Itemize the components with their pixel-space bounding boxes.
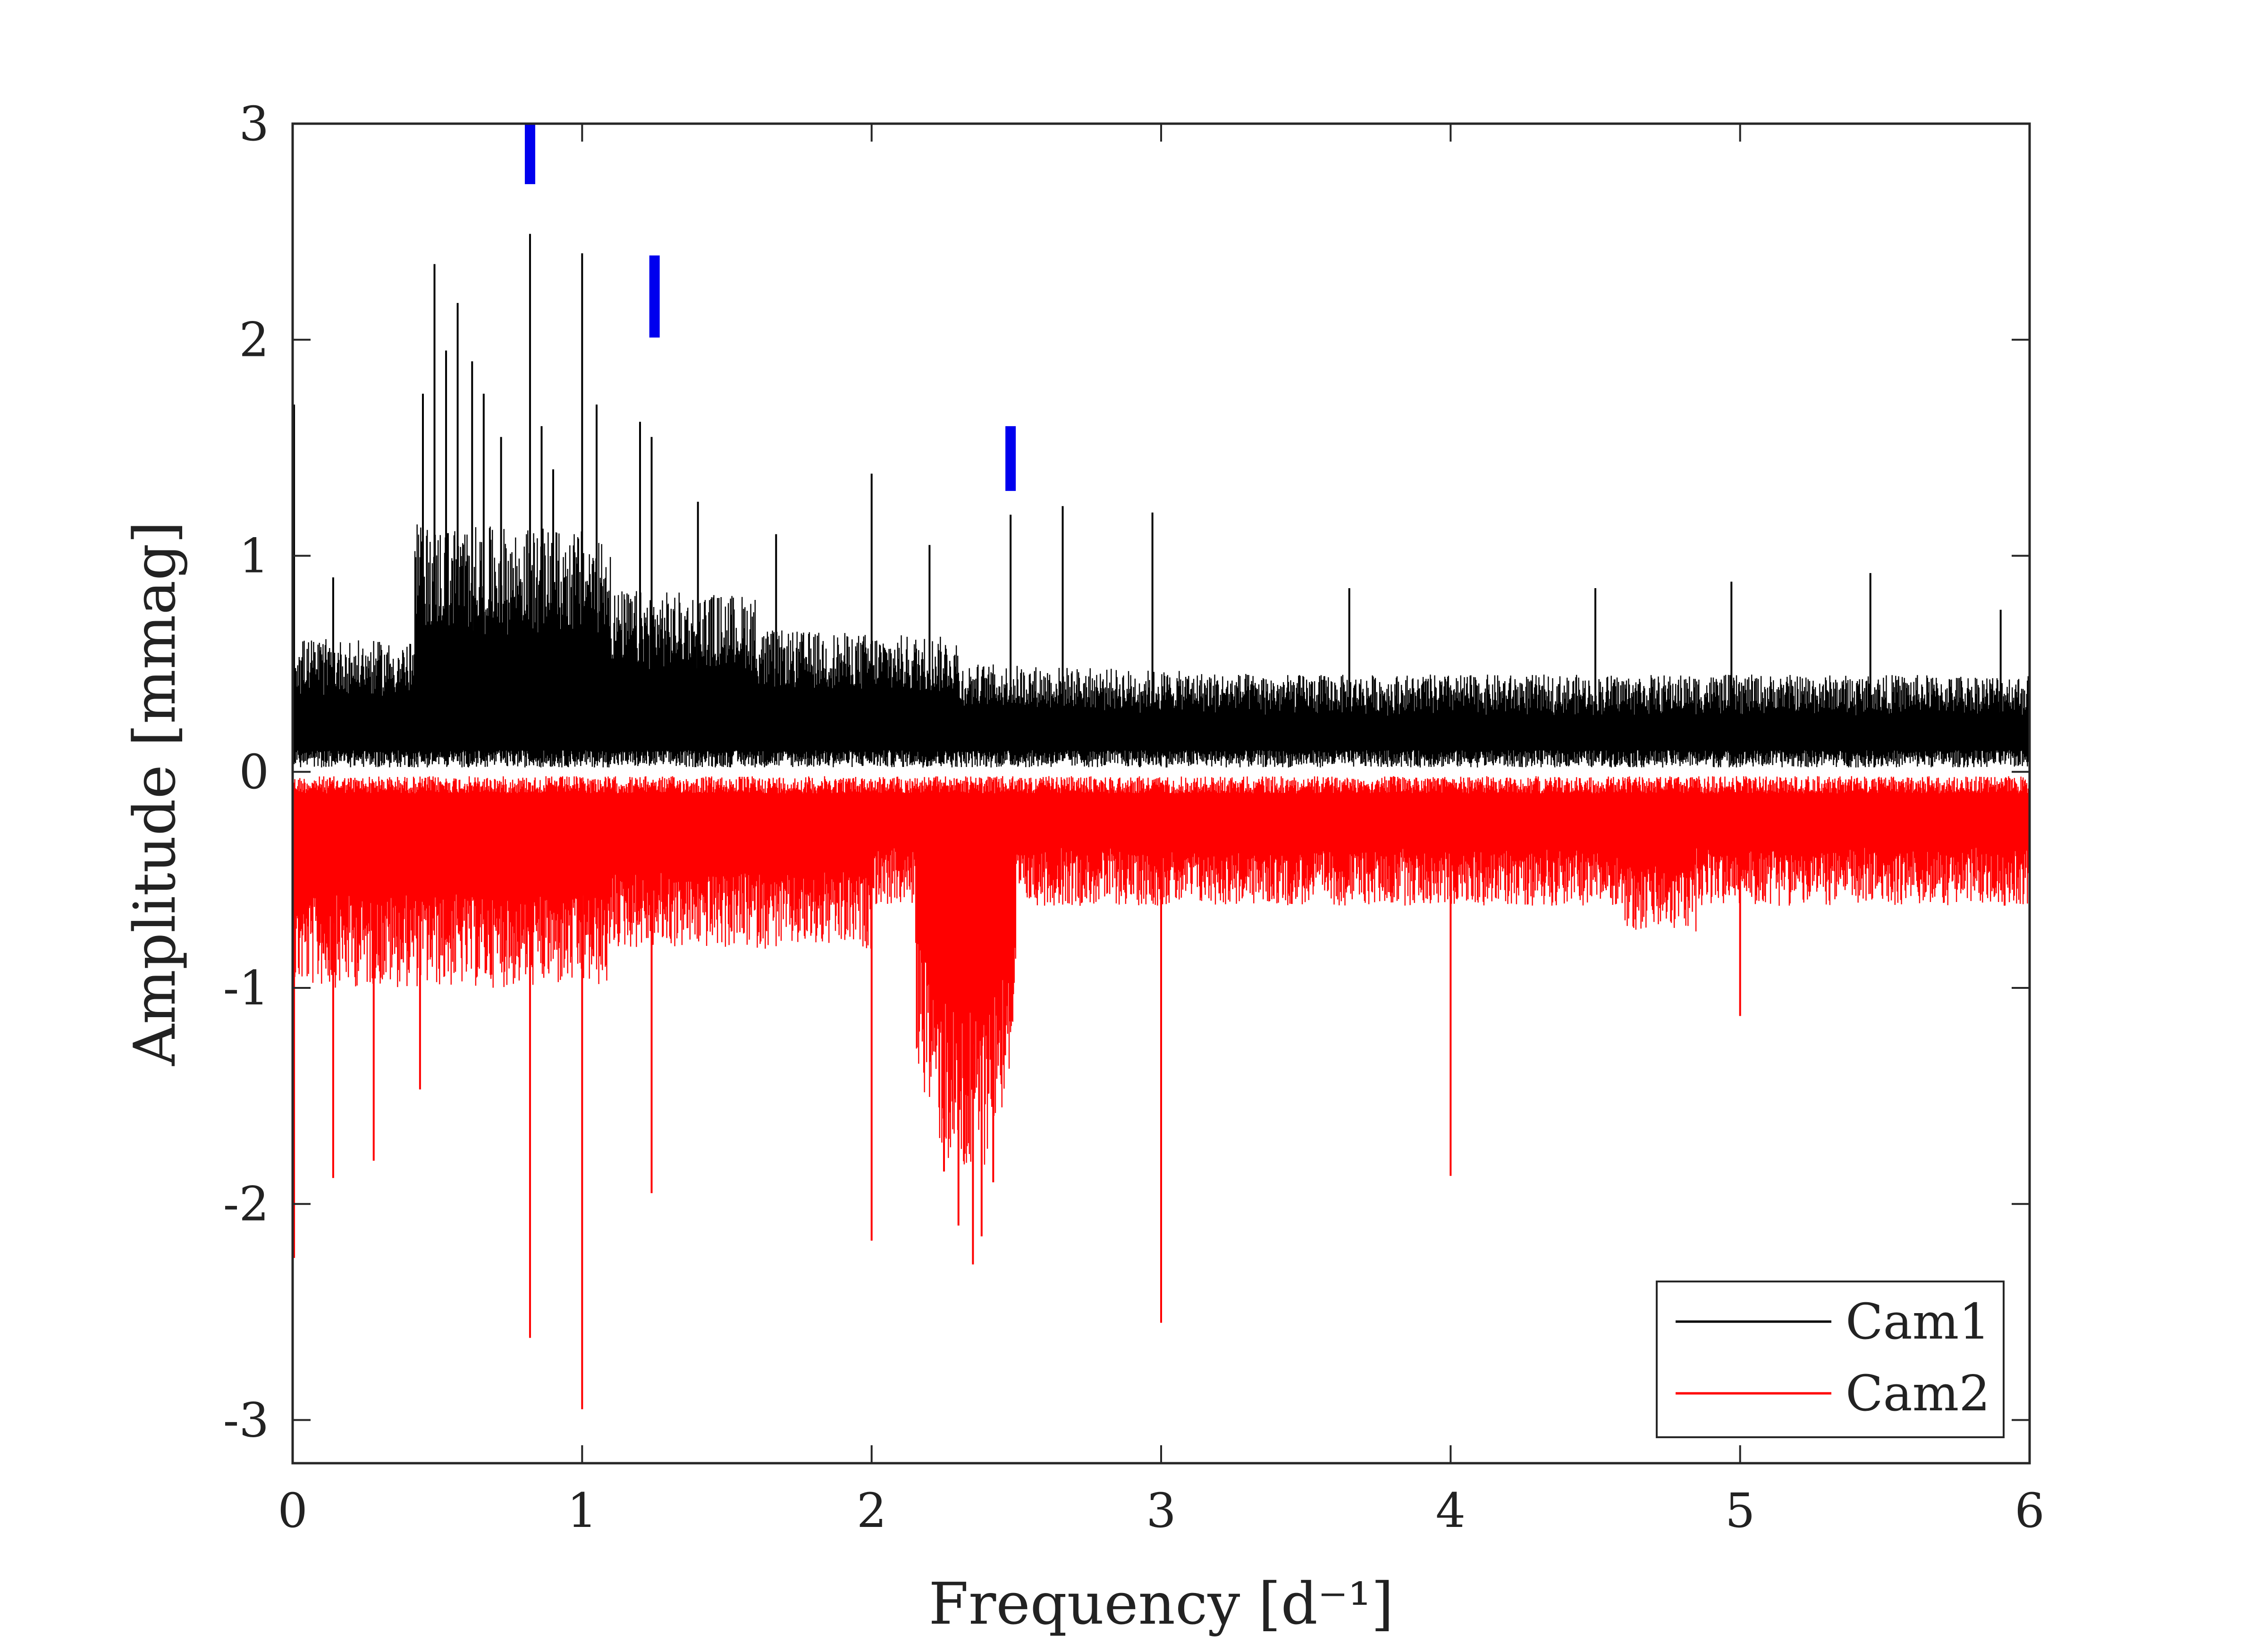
y-tick-label: -1	[223, 961, 269, 1016]
y-tick-label: 3	[239, 96, 269, 152]
series-cam1	[292, 234, 2031, 768]
x-tick-label: 1	[567, 1483, 598, 1538]
y-tick-label: -2	[223, 1177, 269, 1232]
y-tick-label: 1	[239, 528, 269, 583]
x-tick-label: 4	[1436, 1483, 1466, 1538]
y-tick-label: 0	[239, 744, 269, 800]
y-tick-label: 2	[239, 312, 269, 368]
x-tick-label: 0	[278, 1483, 308, 1538]
peak-markers	[524, 124, 1016, 491]
legend: Cam1 Cam2	[1656, 1281, 2005, 1438]
plot-area	[292, 124, 2031, 1409]
series-cam2	[292, 776, 2031, 1409]
x-tick-label: 6	[2014, 1483, 2045, 1538]
legend-box	[1656, 1281, 2005, 1438]
x-axis-title: Frequency [d⁻¹]	[928, 1570, 1393, 1637]
legend-label-cam1: Cam1	[1846, 1293, 1990, 1350]
y-axis-title: Amplitude [mmag]	[121, 521, 188, 1066]
y-tick-label: -3	[223, 1392, 269, 1448]
x-tick-label: 2	[857, 1483, 887, 1538]
legend-label-cam2: Cam2	[1846, 1365, 1990, 1422]
x-tick-label: 3	[1146, 1483, 1176, 1538]
x-tick-label: 5	[1725, 1483, 1755, 1538]
axis-ticks: 0 1 2 3 4 5 6 3 2 1 0 -1 -2 -3	[223, 96, 2045, 1538]
